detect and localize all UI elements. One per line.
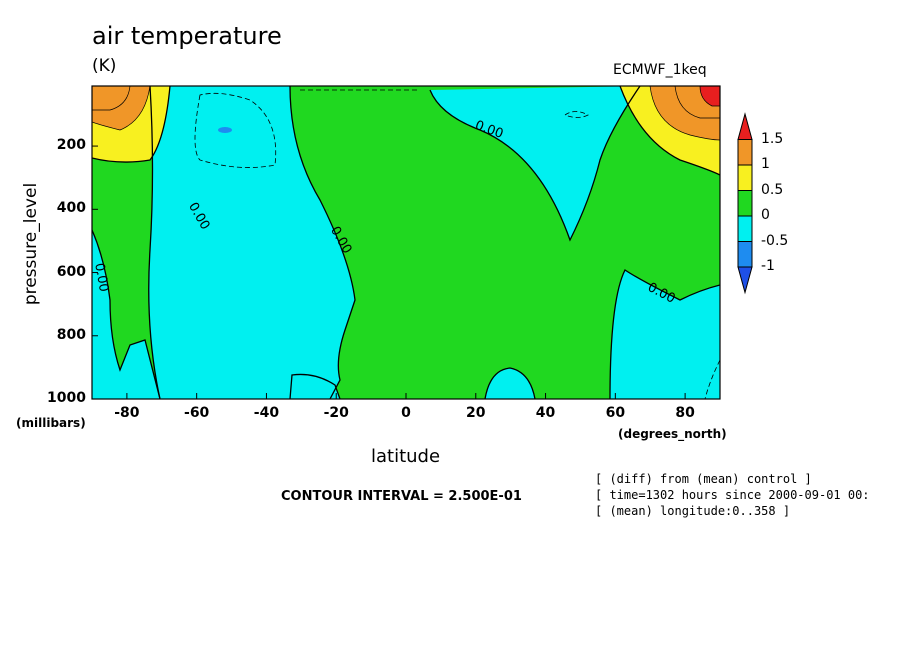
contour-south-half <box>92 86 171 163</box>
x-tick-label: 80 <box>675 405 695 421</box>
colorbar-tick-label: 1 <box>761 156 770 172</box>
shade-south-cold-band <box>148 86 355 399</box>
y-tick-label: 800 <box>56 326 86 343</box>
x-axis-label: latitude <box>371 446 441 467</box>
colorbar-segment <box>737 139 753 166</box>
colorbar-tick-label: 0.5 <box>761 181 784 198</box>
y-tick-label: 400 <box>56 200 86 217</box>
shade-south-polar-one <box>92 86 150 130</box>
info-line-longitude: [ (mean) longitude:0..358 ] <box>595 504 791 518</box>
colorbar-tick-label: -0.5 <box>761 232 789 249</box>
x-tick-label: 20 <box>466 405 486 421</box>
shade-bottom-patch-2 <box>485 368 535 399</box>
y-axis-units: (millibars) <box>16 416 86 430</box>
contour-bottom-patch <box>289 373 341 399</box>
chart-units: (K) <box>92 56 117 76</box>
colorbar-top-triangle <box>737 112 753 140</box>
shade-southwest-negative <box>92 230 160 399</box>
contour-zero-southwest <box>92 229 161 399</box>
shade-north-polar-peak <box>700 86 720 106</box>
contour-north-peak <box>699 86 720 107</box>
contour-bottom-patch-2 <box>484 367 536 399</box>
contour-south-inner <box>92 86 131 111</box>
shade-small-blue <box>218 127 232 133</box>
colorbar-segment <box>737 215 753 242</box>
colorbar-segment <box>737 190 753 217</box>
x-tick-label: -80 <box>114 405 140 421</box>
contour-north-one <box>649 86 720 141</box>
x-tick-label: -40 <box>253 405 280 421</box>
y-tick-label: 200 <box>56 137 86 154</box>
contour-interval: CONTOUR INTERVAL = 2.500E-01 <box>281 489 522 504</box>
contour-zero-mid <box>289 86 356 399</box>
contour-zero-north-lower <box>609 269 720 399</box>
y-axis-label: pressure_level <box>21 182 41 306</box>
contour-dashed-north <box>564 111 589 118</box>
x-tick-label: 40 <box>535 405 556 421</box>
x-tick-label: 60 <box>605 405 626 421</box>
contour-zero-south <box>148 86 161 399</box>
x-tick-label: -60 <box>184 405 210 421</box>
x-tick-label: -20 <box>323 405 349 421</box>
shade-north-polar-one <box>650 86 720 140</box>
colorbar-segment <box>737 164 753 191</box>
contour-north-inner <box>674 86 720 119</box>
shade-bottom-patch-1 <box>290 374 340 399</box>
y-tick-label: 1000 <box>47 390 86 406</box>
info-line-time: [ time=1302 hours since 2000-09-01 00: <box>595 488 870 502</box>
colorbar-tick-label: 1.5 <box>761 130 784 147</box>
shade-north-upper-negative <box>430 86 640 240</box>
x-tick-label: 0 <box>401 405 411 421</box>
dataset-label: ECMWF_1keq <box>613 62 707 78</box>
contour-north-half <box>619 86 720 176</box>
y-tick-label: 600 <box>56 263 86 280</box>
shade-north-lower-negative <box>610 270 720 399</box>
info-line-diff: [ (diff) from (mean) control ] <box>595 472 812 486</box>
colorbar-segment <box>737 241 753 268</box>
x-axis-units: (degrees_north) <box>618 427 727 441</box>
colorbar-tick-label: -1 <box>761 258 775 274</box>
colorbar-tick-label: 0 <box>761 207 770 223</box>
chart-title: air temperature <box>92 22 282 50</box>
contour-zero-north-upper <box>429 86 641 242</box>
colorbar-bottom-triangle <box>737 266 753 295</box>
contour-dashed-ne <box>704 359 720 399</box>
contour-south-one <box>92 86 151 131</box>
